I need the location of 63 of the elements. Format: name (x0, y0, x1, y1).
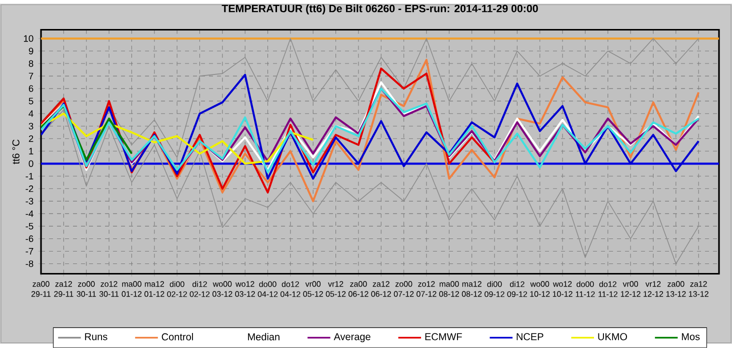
line-series (41, 105, 133, 161)
legend-label: NCEP (516, 333, 544, 340)
x-tick-label: do00 11-12 (576, 281, 595, 297)
x-tick-label: zo00 30-11 (76, 281, 96, 297)
line-series (41, 68, 496, 194)
x-tick-label: ma00 01-12 (122, 281, 142, 297)
x-tick-label: wo12 10-12 (552, 281, 572, 297)
y-tick-label: 5 (28, 98, 34, 104)
x-tick-label: vr00 05-12 (303, 281, 323, 297)
legend-label: Mos (682, 333, 700, 340)
x-tick-label: za12 29-11 (54, 281, 74, 297)
x-tick-label: vr12 05-12 (326, 281, 346, 297)
x-tick-label: zo12 07-12 (416, 281, 436, 297)
x-tick-label: za00 13-12 (666, 281, 686, 297)
x-tick-label: zo12 30-11 (99, 281, 119, 297)
line-series (41, 112, 314, 165)
x-tick-label: za12 06-12 (371, 281, 391, 297)
x-tick-label: vr12 12-12 (644, 281, 664, 297)
y-tick-label: 0 (28, 160, 34, 167)
y-tick-label: -4 (26, 210, 34, 217)
y-tick-label: -6 (26, 235, 34, 242)
line-series (41, 38, 699, 164)
x-tick-label: za00 29-11 (31, 281, 51, 297)
x-tick-label: do12 11-12 (598, 281, 618, 297)
x-tick-label: di00 02-12 (167, 281, 187, 298)
chart-title: TEMPERATUUR (tt6) De Bilt 06260 - EPS-run: 2014-11-29 00:00 (222, 4, 538, 14)
x-tick-label: zo00 07-12 (394, 281, 414, 297)
x-tick-label: za00 06-12 (348, 281, 368, 297)
legend-label: ECMWF (425, 333, 462, 340)
y-tick-label: 8 (28, 60, 34, 67)
y-axis-title: tt6 °C (12, 140, 20, 164)
x-tick-label: do00 04-12 (258, 281, 278, 298)
x-tick-label: vr00 12-12 (620, 281, 640, 297)
x-tick-label: di12 09-12 (507, 281, 528, 298)
x-tick-label: ma12 08-12 (462, 281, 482, 297)
x-tick-label: do12 04-12 (280, 281, 300, 298)
y-tick-label: 4 (28, 110, 34, 117)
y-tick-label: 2 (28, 135, 34, 142)
x-tick-label: wo00 10-12 (530, 281, 550, 297)
x-tick-label: wo00 03-12 (212, 281, 232, 297)
y-tick-label: 6 (28, 85, 34, 92)
y-tick-label: -2 (26, 185, 34, 192)
x-tick-label: ma00 08-12 (439, 281, 459, 297)
y-tick-label: -3 (26, 198, 34, 205)
y-tick-label: 10 (24, 35, 34, 42)
y-tick-label: -8 (26, 260, 34, 268)
y-tick-label: 9 (28, 48, 34, 54)
y-tick-label: 3 (28, 122, 34, 130)
x-tick-label: di12 02-12 (190, 281, 210, 298)
x-tick-label: za12 13-12 (688, 281, 708, 297)
legend-label: Average (334, 333, 370, 342)
y-tick-label: -1 (26, 173, 34, 180)
x-tick-label: ma12 01-12 (144, 281, 164, 297)
y-tick-label: -7 (26, 248, 34, 254)
legend-label: UKMO (598, 333, 627, 340)
y-tick-label: 1 (29, 148, 34, 154)
y-tick-label: -5 (26, 223, 34, 230)
text: Median (248, 333, 280, 340)
x-tick-label: di00 09-12 (484, 281, 504, 298)
y-tick-label: 7 (28, 72, 34, 80)
legend-label: Control (162, 333, 193, 340)
legend-label: Runs (85, 333, 108, 340)
x-tick-label: wo12 03-12 (235, 281, 255, 297)
